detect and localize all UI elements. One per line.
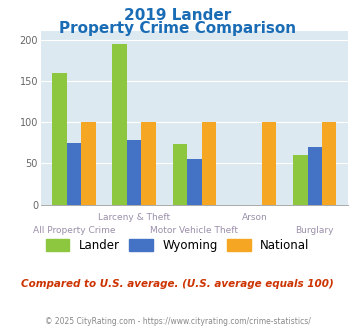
Bar	[81, 122, 95, 205]
Text: Motor Vehicle Theft: Motor Vehicle Theft	[151, 226, 238, 235]
Bar	[113, 44, 127, 205]
Bar	[202, 122, 216, 205]
Bar	[293, 155, 307, 205]
Legend: Lander, Wyoming, National: Lander, Wyoming, National	[41, 235, 314, 257]
Bar	[141, 122, 156, 205]
Text: Property Crime Comparison: Property Crime Comparison	[59, 21, 296, 36]
Text: © 2025 CityRating.com - https://www.cityrating.com/crime-statistics/: © 2025 CityRating.com - https://www.city…	[45, 317, 310, 326]
Bar	[52, 73, 67, 205]
Bar	[307, 147, 322, 205]
Text: All Property Crime: All Property Crime	[33, 226, 115, 235]
Bar	[187, 159, 202, 205]
Text: Larceny & Theft: Larceny & Theft	[98, 213, 170, 222]
Bar	[322, 122, 337, 205]
Text: 2019 Lander: 2019 Lander	[124, 8, 231, 23]
Bar	[67, 143, 81, 205]
Bar	[173, 144, 187, 205]
Bar	[127, 140, 141, 205]
Text: Burglary: Burglary	[295, 226, 334, 235]
Text: Arson: Arson	[242, 213, 267, 222]
Bar	[262, 122, 276, 205]
Text: Compared to U.S. average. (U.S. average equals 100): Compared to U.S. average. (U.S. average …	[21, 279, 334, 289]
